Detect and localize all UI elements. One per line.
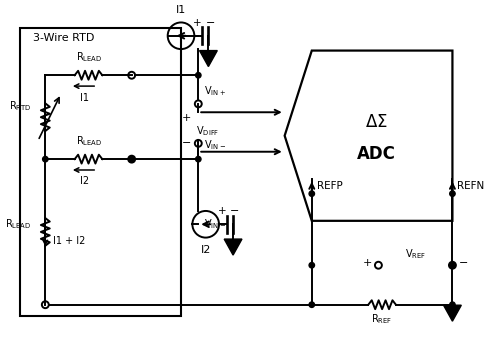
Text: 3-Wire RTD: 3-Wire RTD [33, 33, 94, 43]
Text: I1: I1 [176, 5, 186, 15]
Circle shape [42, 156, 48, 162]
Polygon shape [200, 51, 218, 66]
Circle shape [196, 73, 201, 78]
Circle shape [196, 156, 201, 162]
Circle shape [309, 262, 314, 268]
Text: R$_{\mathsf{RTD}}$: R$_{\mathsf{RTD}}$ [9, 99, 32, 113]
Text: V$_{\mathsf{REF}}$: V$_{\mathsf{REF}}$ [405, 247, 426, 261]
Circle shape [450, 302, 455, 307]
Text: I2: I2 [80, 176, 90, 186]
Text: REFP: REFP [316, 181, 342, 191]
Text: I1 + I2: I1 + I2 [52, 236, 85, 246]
Text: +: + [193, 18, 202, 28]
FancyBboxPatch shape [20, 28, 181, 316]
Text: V$_{\mathsf{DIFF}}$: V$_{\mathsf{DIFF}}$ [196, 124, 219, 138]
Circle shape [450, 262, 455, 268]
Polygon shape [444, 305, 462, 321]
Text: ADC: ADC [356, 145, 396, 163]
Text: REFN: REFN [458, 181, 484, 191]
Circle shape [309, 191, 314, 196]
Text: I2: I2 [200, 245, 211, 255]
Text: I1: I1 [80, 93, 90, 102]
Text: −: − [230, 206, 239, 216]
Text: R$_{\mathsf{REF}}$: R$_{\mathsf{REF}}$ [372, 312, 393, 326]
Text: R$_{\mathsf{LEAD}}$: R$_{\mathsf{LEAD}}$ [5, 218, 32, 232]
Text: V$_{\mathsf{IN-}}$: V$_{\mathsf{IN-}}$ [204, 138, 227, 152]
Text: +: + [182, 113, 191, 123]
Text: +: + [218, 206, 226, 216]
Text: R$_{\mathsf{LEAD}}$: R$_{\mathsf{LEAD}}$ [76, 51, 102, 64]
Text: −: − [206, 18, 215, 28]
Text: $\Delta\Sigma$: $\Delta\Sigma$ [364, 113, 388, 131]
Text: +: + [363, 258, 372, 268]
Circle shape [450, 191, 455, 196]
Text: −: − [182, 138, 191, 148]
Text: −: − [458, 258, 468, 268]
Circle shape [129, 156, 134, 162]
Circle shape [309, 302, 314, 307]
Text: V$_{\mathsf{IN+}}$: V$_{\mathsf{IN+}}$ [204, 84, 227, 98]
Polygon shape [284, 51, 452, 221]
Text: V$_{\mathsf{IN-}}$: V$_{\mathsf{IN-}}$ [204, 217, 227, 231]
Polygon shape [224, 239, 242, 255]
Text: R$_{\mathsf{LEAD}}$: R$_{\mathsf{LEAD}}$ [76, 135, 102, 148]
